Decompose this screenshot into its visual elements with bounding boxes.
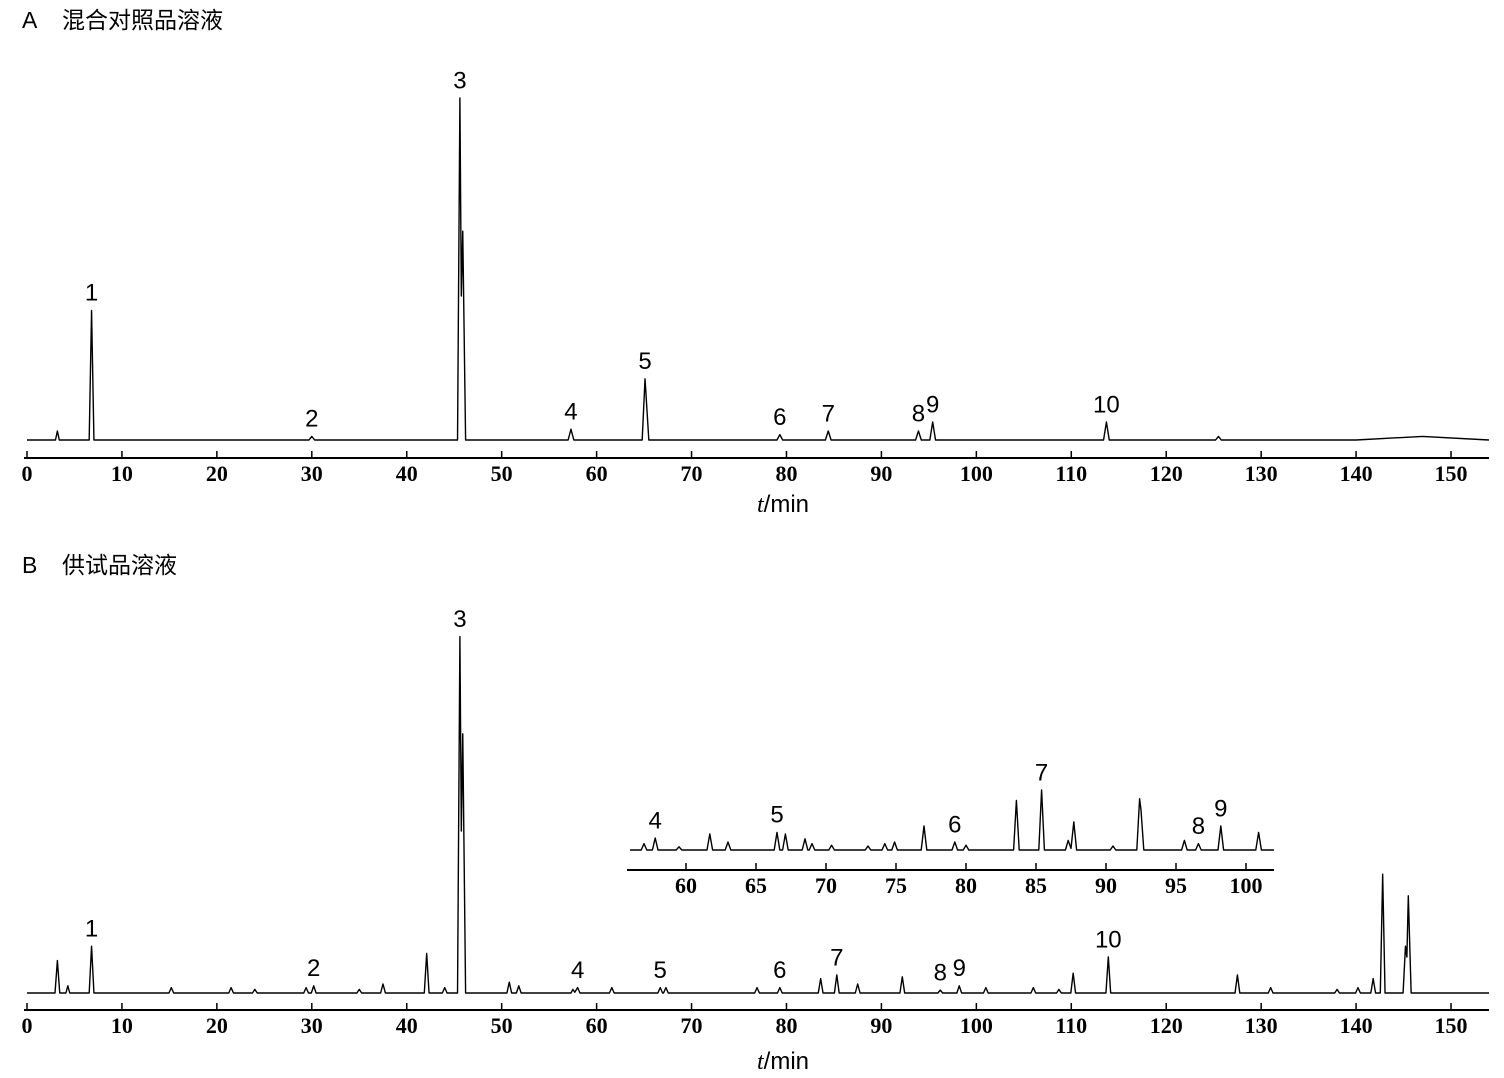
- panel-letter: A: [22, 7, 38, 33]
- x-tick-label: 85: [1025, 873, 1047, 898]
- peak-label: 3: [453, 606, 466, 633]
- x-tick-label: 110: [1055, 461, 1087, 486]
- x-tick-label: 150: [1435, 1013, 1468, 1038]
- x-tick-label: 40: [396, 461, 418, 486]
- panel-letter: B: [22, 552, 37, 578]
- peak-label: 2: [305, 406, 318, 433]
- x-tick-label: 150: [1435, 461, 1468, 486]
- peak-label: 7: [1035, 759, 1048, 786]
- chart-title: 混合对照品溶液: [62, 7, 223, 33]
- x-tick-label: 75: [885, 873, 907, 898]
- x-axis-label: t/min: [757, 1048, 809, 1075]
- x-tick-label: 20: [206, 1013, 228, 1038]
- peak-label: 6: [773, 404, 786, 431]
- peak-label: 2: [307, 955, 320, 982]
- x-tick-label: 20: [206, 461, 228, 486]
- x-label-symbol: t: [757, 492, 765, 518]
- x-tick-label: 90: [1095, 873, 1117, 898]
- peak-label: 9: [1214, 795, 1227, 822]
- x-tick-label: 10: [111, 1013, 133, 1038]
- peak-label: 5: [654, 957, 667, 984]
- x-tick-label: 120: [1150, 461, 1183, 486]
- x-tick-label: 90: [870, 461, 892, 486]
- x-tick-label: 130: [1245, 461, 1278, 486]
- x-axis-label: t/min: [757, 491, 809, 518]
- x-tick-label: 30: [301, 461, 323, 486]
- peak-label: 8: [934, 959, 947, 986]
- x-tick-label: 100: [960, 461, 993, 486]
- x-tick-label: 70: [681, 461, 703, 486]
- x-tick-label: 0: [22, 1013, 33, 1038]
- x-tick-label: 140: [1340, 461, 1373, 486]
- x-tick-label: 90: [870, 1013, 892, 1038]
- x-label-unit: /min: [764, 491, 809, 518]
- x-tick-label: 80: [955, 873, 977, 898]
- peak-label: 4: [564, 399, 577, 426]
- peak-label: 5: [638, 348, 651, 375]
- peak-label: 6: [948, 811, 961, 838]
- peak-label: 4: [649, 807, 662, 834]
- x-tick-label: 50: [491, 1013, 513, 1038]
- peak-label: 6: [773, 957, 786, 984]
- trace: [27, 635, 1489, 994]
- peak-label: 7: [830, 944, 843, 971]
- x-tick-label: 65: [745, 873, 767, 898]
- x-tick-label: 130: [1245, 1013, 1278, 1038]
- peak-label: 10: [1093, 391, 1120, 418]
- x-tick-label: 110: [1055, 1013, 1087, 1038]
- peak-label: 5: [770, 802, 783, 829]
- peak-label: 1: [85, 916, 98, 943]
- x-tick-label: 95: [1165, 873, 1187, 898]
- peak-label: 4: [571, 957, 584, 984]
- x-label-unit: /min: [764, 1048, 809, 1075]
- x-tick-label: 0: [22, 461, 33, 486]
- x-tick-label: 100: [960, 1013, 993, 1038]
- x-tick-label: 60: [675, 873, 697, 898]
- x-tick-label: 70: [815, 873, 837, 898]
- peak-label: 1: [85, 280, 98, 307]
- peak-label: 9: [953, 955, 966, 982]
- x-tick-label: 140: [1340, 1013, 1373, 1038]
- x-tick-label: 80: [775, 1013, 797, 1038]
- peak-label: 7: [822, 400, 835, 427]
- x-tick-label: 80: [775, 461, 797, 486]
- chart-title: 供试品溶液: [62, 552, 177, 578]
- peak-label: 9: [926, 391, 939, 418]
- x-tick-label: 60: [586, 1013, 608, 1038]
- x-tick-label: 10: [111, 461, 133, 486]
- x-tick-label: 60: [586, 461, 608, 486]
- peak-label: 8: [912, 400, 925, 427]
- x-tick-label: 120: [1150, 1013, 1183, 1038]
- trace: [27, 97, 1490, 441]
- x-tick-label: 50: [491, 461, 513, 486]
- trace: [630, 789, 1274, 851]
- peak-label: 8: [1192, 813, 1205, 840]
- peak-label: 3: [453, 67, 466, 94]
- x-tick-label: 70: [681, 1013, 703, 1038]
- x-tick-label: 30: [301, 1013, 323, 1038]
- x-label-symbol: t: [757, 1049, 765, 1075]
- x-tick-label: 40: [396, 1013, 418, 1038]
- peak-label: 10: [1095, 926, 1122, 953]
- x-tick-label: 100: [1230, 873, 1263, 898]
